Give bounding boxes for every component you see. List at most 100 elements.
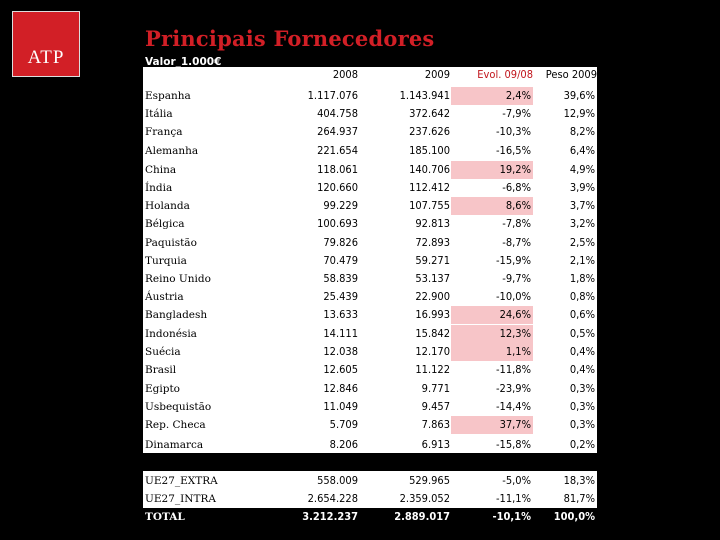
atp-logo: ATP [12, 11, 80, 77]
total-row-v2009: 529.965 [409, 474, 450, 487]
row-country: Bélgica [145, 218, 185, 230]
row-v2008: 25.439 [323, 290, 358, 303]
highlight-cell [451, 161, 533, 179]
row-v2009: 92.813 [415, 217, 450, 230]
row-country: Indonésia [145, 328, 197, 340]
row-peso: 1,8% [569, 272, 595, 285]
row-country: Paquistão [145, 237, 197, 249]
row-evol: -6,8% [502, 181, 531, 194]
row-country: Egipto [145, 383, 181, 395]
row-evol: 37,7% [499, 418, 531, 431]
suppliers-table: 2008 2009 Evol. 09/08 Peso 2009 Espanha 1… [143, 67, 597, 532]
row-evol: -7,9% [502, 107, 531, 120]
total-row-v2009: 2.889.017 [394, 510, 450, 523]
row-peso: 0,6% [569, 308, 595, 321]
row-v2009: 12.170 [415, 345, 450, 358]
total-row-evol: -10,1% [492, 510, 531, 523]
total-row-country: TOTAL [145, 511, 185, 523]
row-country: Usbequistão [145, 401, 212, 413]
row-country: Bangladesh [145, 309, 208, 321]
row-country: Espanha [145, 90, 191, 102]
row-v2008: 14.111 [323, 327, 358, 340]
row-v2008: 70.479 [323, 254, 358, 267]
logo-text: ATP [27, 47, 65, 68]
row-v2008: 8.206 [329, 438, 358, 451]
row-evol: 24,6% [499, 308, 531, 321]
row-v2009: 72.893 [415, 236, 450, 249]
row-evol: 2,4% [505, 89, 531, 102]
row-peso: 3,9% [569, 181, 595, 194]
row-country: Áustria [145, 291, 184, 303]
row-evol: 8,6% [505, 199, 531, 212]
row-evol: -23,9% [495, 382, 531, 395]
total-row-evol: -11,1% [495, 492, 531, 505]
row-v2009: 53.137 [415, 272, 450, 285]
row-v2008: 120.660 [317, 181, 358, 194]
row-country: Holanda [145, 200, 190, 212]
row-v2009: 9.771 [421, 382, 450, 395]
row-evol: -10,3% [495, 125, 531, 138]
row-v2008: 13.633 [323, 308, 358, 321]
row-v2009: 372.642 [409, 107, 450, 120]
row-v2008: 118.061 [317, 163, 358, 176]
header-peso: Peso 2009 [545, 68, 597, 81]
header-2008: 2008 [332, 68, 358, 81]
highlight-cell [451, 306, 533, 324]
row-v2009: 7.863 [421, 418, 450, 431]
header-2009: 2009 [424, 68, 450, 81]
row-v2009: 11.122 [415, 363, 450, 376]
row-country: Índia [145, 182, 173, 194]
total-row-peso: 81,7% [563, 492, 595, 505]
row-peso: 0,4% [569, 363, 595, 376]
total-row-v2009: 2.359.052 [399, 492, 450, 505]
row-evol: -8,7% [502, 236, 531, 249]
total-row-peso: 100,0% [553, 510, 595, 523]
row-peso: 39,6% [563, 89, 595, 102]
total-row-v2008: 3.212.237 [302, 510, 358, 523]
page-title: Principais Fornecedores [145, 26, 435, 51]
row-evol: -14,4% [495, 400, 531, 413]
row-v2009: 185.100 [409, 144, 450, 157]
row-v2008: 404.758 [317, 107, 358, 120]
highlight-cell [451, 416, 533, 434]
row-v2008: 100.693 [317, 217, 358, 230]
row-v2009: 22.900 [415, 290, 450, 303]
row-country: Suécia [145, 346, 181, 358]
header-evol: Evol. 09/08 [477, 68, 533, 81]
row-peso: 0,4% [569, 345, 595, 358]
total-row-peso: 18,3% [563, 474, 595, 487]
row-peso: 0,3% [569, 418, 595, 431]
highlight-cell [451, 197, 533, 215]
total-row-country: UE27_EXTRA [145, 475, 218, 487]
row-peso: 3,2% [569, 217, 595, 230]
row-peso: 2,1% [569, 254, 595, 267]
total-row-country: UE27_INTRA [145, 493, 216, 505]
row-v2009: 6.913 [421, 438, 450, 451]
row-v2009: 16.993 [415, 308, 450, 321]
row-country: França [145, 126, 183, 138]
row-evol: -11,8% [495, 363, 531, 376]
row-v2008: 12.846 [323, 382, 358, 395]
table-separator [143, 453, 597, 471]
row-country: China [145, 164, 177, 176]
row-v2008: 264.937 [317, 125, 358, 138]
row-v2008: 79.826 [323, 236, 358, 249]
page-subtitle: Valor_1.000€ [145, 56, 222, 68]
highlight-cell [451, 325, 533, 343]
row-evol: 19,2% [499, 163, 531, 176]
row-peso: 0,3% [569, 400, 595, 413]
row-country: Rep. Checa [145, 419, 206, 431]
row-evol: -9,7% [502, 272, 531, 285]
row-country: Reino Unido [145, 273, 211, 285]
row-v2009: 15.842 [415, 327, 450, 340]
row-country: Alemanha [145, 145, 199, 157]
row-evol: 1,1% [505, 345, 531, 358]
highlight-cell [451, 87, 533, 105]
row-peso: 6,4% [569, 144, 595, 157]
row-evol: -15,9% [495, 254, 531, 267]
row-peso: 0,5% [569, 327, 595, 340]
row-country: Itália [145, 108, 173, 120]
total-row-evol: -5,0% [502, 474, 531, 487]
total-row-v2008: 558.009 [317, 474, 358, 487]
row-country: Brasil [145, 364, 177, 376]
